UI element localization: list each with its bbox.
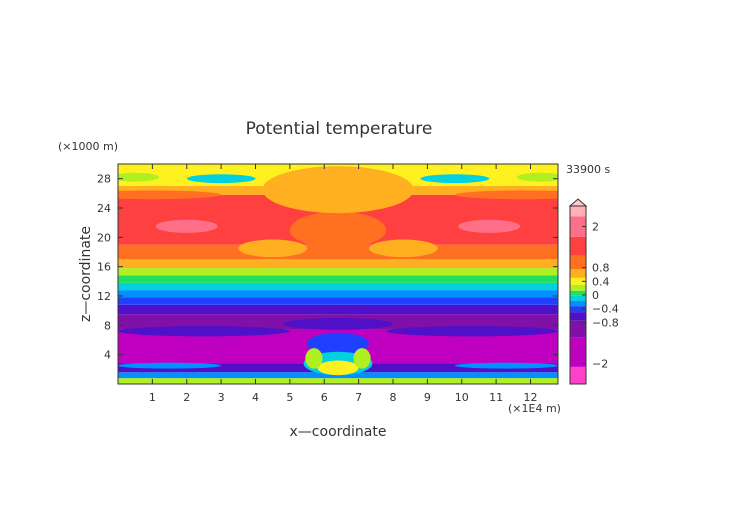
- field-band: [118, 282, 558, 291]
- x-unit-label: (×1E4 m): [508, 402, 561, 415]
- y-unit-label: (×1000 m): [58, 140, 118, 153]
- x-tick-label: 9: [424, 391, 431, 404]
- colorbar-swatch: [570, 366, 586, 384]
- y-tick-label: 4: [104, 349, 111, 362]
- colorbar-swatch: [570, 312, 586, 321]
- field-feature: [118, 326, 290, 337]
- field-feature: [118, 190, 222, 200]
- colorbar-tick-label: −0.4: [592, 303, 619, 316]
- x-tick-label: 10: [455, 391, 469, 404]
- y-tick-label: 8: [104, 319, 111, 332]
- colorbar-tick-label: 0: [592, 289, 599, 302]
- colorbar-tick-label: −2: [592, 357, 608, 370]
- y-tick-label: 16: [97, 261, 111, 274]
- colorbar-swatch: [570, 269, 586, 278]
- x-tick-label: 1: [149, 391, 156, 404]
- field-feature: [283, 318, 393, 330]
- field-feature: [238, 239, 308, 258]
- x-tick-label: 5: [286, 391, 293, 404]
- colorbar-swatch: [570, 337, 586, 367]
- field-feature: [289, 211, 387, 249]
- field-feature: [386, 326, 558, 337]
- colorbar-swatch: [570, 320, 586, 338]
- x-tick-label: 7: [355, 391, 362, 404]
- field-feature: [454, 190, 558, 200]
- colorbar-tick-label: 2: [592, 221, 599, 234]
- field-band: [118, 372, 558, 379]
- field-feature: [118, 172, 160, 182]
- field-band: [118, 378, 558, 384]
- field-band: [118, 304, 558, 315]
- x-axis-label: x—coordinate: [290, 424, 387, 440]
- colorbar-swatch: [570, 236, 586, 256]
- y-tick-label: 28: [97, 173, 111, 186]
- colorbar-swatch: [570, 290, 586, 296]
- plot-area: [118, 164, 558, 384]
- colorbar: 2 0.80.40−0.4−0.8 −2: [568, 198, 619, 385]
- field-band: [118, 259, 558, 269]
- x-tick-label: 2: [183, 391, 190, 404]
- field-feature: [305, 348, 323, 369]
- y-tick-label: 24: [97, 202, 111, 215]
- field-feature: [186, 174, 256, 184]
- colorbar-swatch: [570, 284, 586, 291]
- colorbar-swatch: [570, 295, 586, 301]
- y-axis-ticks: 4 8 12 16 20 24 28: [97, 173, 558, 362]
- field-feature: [516, 172, 558, 182]
- chart-title: Potential temperature: [246, 119, 433, 139]
- field-feature: [353, 348, 371, 369]
- colorbar-top-arrow: [568, 198, 588, 207]
- x-tick-label: 8: [390, 391, 397, 404]
- field-feature: [307, 332, 369, 355]
- y-tick-label: 12: [97, 290, 111, 303]
- y-axis-label: z—coordinate: [78, 226, 94, 322]
- colorbar-swatch: [570, 306, 586, 313]
- x-tick-label: 3: [218, 391, 225, 404]
- colorbar-tick-label: 0.4: [592, 275, 610, 288]
- field-feature: [368, 239, 438, 258]
- field-band: [118, 290, 558, 298]
- field-feature: [118, 362, 222, 369]
- field-band: [118, 297, 558, 305]
- field-feature: [317, 360, 359, 376]
- x-tick-label: 6: [321, 391, 328, 404]
- x-tick-label: 12: [524, 391, 538, 404]
- time-label: 33900 s: [566, 163, 610, 176]
- field-feature: [262, 166, 414, 214]
- colorbar-swatch: [570, 277, 586, 285]
- colorbar-swatch: [570, 255, 586, 270]
- field-band: [118, 275, 558, 283]
- colorbar-swatch: [570, 216, 586, 237]
- field-band: [118, 244, 558, 260]
- colorbar-swatch: [570, 206, 586, 217]
- colorbar-tick-label: −0.8: [592, 316, 619, 329]
- field-feature: [458, 219, 521, 233]
- colorbar-tick-label: 0.8: [592, 262, 610, 275]
- x-axis-ticks: 1 2 3 4 5 6 7 8 9 10 11 12: [149, 164, 538, 404]
- field-feature: [420, 174, 490, 184]
- x-tick-label: 4: [252, 391, 259, 404]
- x-tick-label: 11: [489, 391, 503, 404]
- y-tick-label: 20: [97, 231, 111, 244]
- field-band: [118, 268, 558, 276]
- plot-frame: [117, 163, 559, 385]
- colorbar-swatch: [570, 300, 586, 307]
- field-feature: [155, 219, 218, 233]
- field-feature: [454, 362, 558, 369]
